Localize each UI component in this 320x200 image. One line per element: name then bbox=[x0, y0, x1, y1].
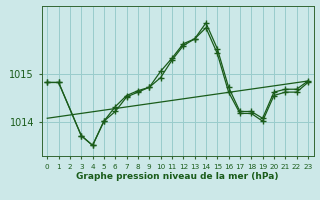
X-axis label: Graphe pression niveau de la mer (hPa): Graphe pression niveau de la mer (hPa) bbox=[76, 172, 279, 181]
